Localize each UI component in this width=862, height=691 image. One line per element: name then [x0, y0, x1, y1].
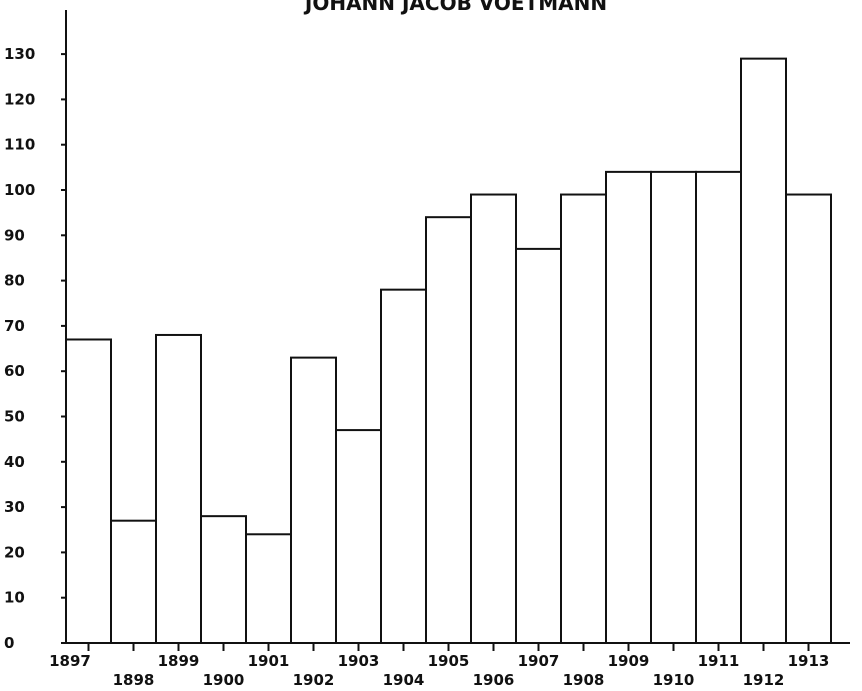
y-tick-label: 70	[4, 317, 25, 335]
y-tick-label: 20	[4, 543, 25, 561]
y-tick-label: 30	[4, 498, 25, 516]
bar-1905	[425, 216, 472, 644]
y-tick-label: 50	[4, 408, 25, 426]
bar-1898	[110, 519, 157, 644]
x-tick-label-1900: 1900	[203, 671, 245, 689]
bar-1902	[290, 356, 337, 644]
y-tick-label: 80	[4, 272, 25, 290]
bar-1900	[200, 515, 247, 644]
x-tick-label-1912: 1912	[743, 671, 785, 689]
x-tick-label-1913: 1913	[788, 652, 830, 670]
y-tick-label: 60	[4, 362, 25, 380]
bar-1897	[65, 338, 112, 644]
x-tick-label-1897: 1897	[49, 652, 91, 670]
bar-1909	[605, 170, 652, 644]
labels-layer: 0102030405060708090100110120130189718981…	[4, 45, 829, 689]
y-tick-label: 120	[4, 90, 35, 108]
x-tick-label-1907: 1907	[518, 652, 560, 670]
y-tick-label: 130	[4, 45, 35, 63]
bar-1908	[560, 193, 607, 644]
y-tick-label: 100	[4, 181, 35, 199]
y-tick-label: 10	[4, 589, 25, 607]
x-tick-label-1901: 1901	[248, 652, 290, 670]
y-tick-label: 0	[4, 634, 14, 652]
x-tick-label-1911: 1911	[698, 652, 740, 670]
bar-1913	[785, 193, 832, 644]
x-tick-label-1898: 1898	[113, 671, 155, 689]
x-tick-label-1899: 1899	[158, 652, 200, 670]
bar-1903	[335, 429, 382, 644]
x-tick-label-1908: 1908	[563, 671, 605, 689]
bar-1899	[155, 333, 202, 644]
y-tick-label: 40	[4, 453, 25, 471]
bar-1911	[695, 170, 742, 644]
bar-1901	[245, 533, 292, 645]
bar-1907	[515, 247, 562, 644]
axes-layer	[61, 10, 850, 651]
chart-title: JOHANN JACOB VOETMANN	[303, 0, 607, 15]
bar-1910	[650, 170, 697, 644]
bar-1906	[470, 193, 517, 644]
x-tick-label-1906: 1906	[473, 671, 515, 689]
x-tick-label-1909: 1909	[608, 652, 650, 670]
y-tick-label: 110	[4, 136, 35, 154]
bars-layer	[65, 57, 832, 645]
bar-1904	[380, 288, 427, 644]
x-tick-label-1910: 1910	[653, 671, 695, 689]
x-tick-label-1902: 1902	[293, 671, 335, 689]
y-tick-label: 90	[4, 226, 25, 244]
bar-1912	[740, 57, 787, 644]
x-tick-label-1905: 1905	[428, 652, 470, 670]
x-tick-label-1903: 1903	[338, 652, 380, 670]
x-tick-label-1904: 1904	[383, 671, 425, 689]
